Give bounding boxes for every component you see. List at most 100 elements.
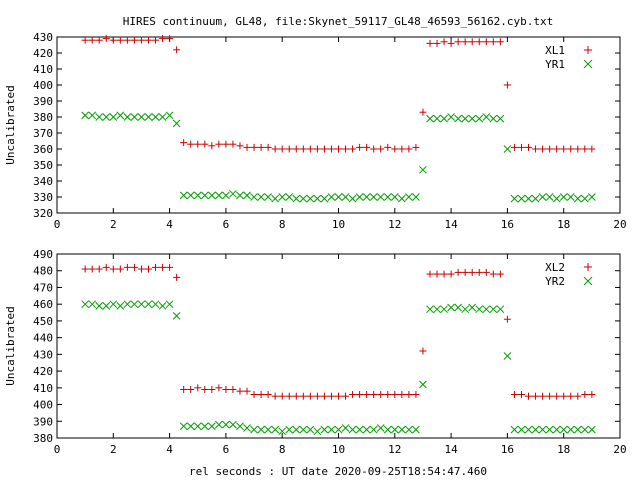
data-point — [222, 385, 230, 393]
x-tick-label: 14 — [444, 443, 458, 456]
x-tick-label: 20 — [613, 218, 626, 231]
data-point — [264, 143, 272, 151]
data-point — [482, 305, 491, 314]
data-point — [546, 392, 554, 400]
data-point — [489, 114, 498, 123]
data-point — [356, 391, 364, 399]
data-point — [193, 191, 202, 200]
data-point — [412, 143, 420, 151]
data-point — [243, 191, 251, 200]
data-point — [461, 38, 469, 46]
data-point — [250, 391, 258, 399]
data-point — [144, 36, 152, 44]
data-point — [144, 113, 153, 121]
data-point — [503, 315, 511, 323]
data-point — [130, 300, 139, 309]
data-point — [587, 193, 596, 201]
data-point — [144, 300, 153, 309]
y-tick-label: 450 — [33, 315, 53, 328]
data-point — [173, 273, 181, 281]
data-point — [299, 425, 308, 434]
data-point — [109, 300, 118, 309]
data-point — [292, 425, 301, 434]
plot-frame — [56, 253, 621, 439]
data-point — [461, 305, 470, 314]
data-point — [172, 119, 181, 128]
y-tick-label: 470 — [33, 281, 53, 294]
data-point — [566, 193, 575, 201]
data-point — [285, 145, 293, 153]
data-point — [130, 36, 138, 44]
data-point — [390, 193, 399, 201]
legend-marker — [584, 46, 592, 54]
data-point — [137, 265, 145, 273]
data-point — [482, 113, 491, 121]
data-point — [116, 111, 125, 120]
data-point — [208, 385, 216, 393]
data-point — [391, 145, 399, 153]
data-point — [173, 46, 181, 54]
data-point — [200, 422, 209, 431]
data-point — [532, 145, 540, 153]
data-point — [447, 39, 455, 47]
data-point — [215, 140, 223, 148]
data-point — [236, 387, 244, 395]
data-point — [538, 425, 547, 434]
data-point — [285, 193, 294, 201]
data-point — [461, 268, 469, 276]
data-point — [348, 425, 357, 434]
data-point — [257, 143, 265, 151]
y-tick-label: 430 — [33, 31, 53, 44]
data-point — [362, 425, 371, 434]
legend-label: YR1 — [545, 58, 565, 71]
data-point — [349, 391, 357, 399]
data-point — [159, 263, 167, 271]
data-point — [172, 312, 181, 320]
y-tick-label: 370 — [33, 127, 53, 140]
data-point — [383, 425, 392, 434]
data-point — [496, 305, 505, 314]
x-tick-label: 14 — [444, 218, 458, 231]
y-tick-label: 350 — [33, 159, 53, 172]
data-point — [475, 305, 484, 314]
data-point — [461, 114, 470, 123]
data-point — [95, 36, 103, 44]
data-point — [250, 143, 258, 151]
x-tick-label: 16 — [501, 443, 514, 456]
data-point — [517, 194, 526, 203]
legend-label: XL1 — [545, 44, 565, 57]
data-point — [200, 191, 209, 200]
data-point — [433, 305, 441, 314]
data-point — [257, 391, 265, 399]
data-point — [391, 391, 399, 399]
data-point — [545, 425, 554, 434]
data-point — [208, 142, 216, 150]
x-tick-label: 2 — [110, 443, 117, 456]
data-point — [426, 39, 434, 47]
data-point — [320, 145, 328, 153]
data-point — [552, 194, 561, 203]
data-point — [313, 145, 321, 153]
data-point — [447, 113, 455, 121]
data-point — [384, 391, 392, 399]
data-point — [538, 193, 547, 201]
y-tick-label: 400 — [33, 79, 53, 92]
data-point — [489, 38, 497, 46]
data-point — [468, 114, 477, 123]
y-tick-label: 400 — [33, 399, 53, 412]
data-point — [123, 263, 131, 271]
data-point — [468, 303, 477, 312]
y-tick-label: 410 — [33, 382, 53, 395]
data-point — [229, 189, 237, 198]
data-point — [363, 391, 371, 399]
data-point — [264, 193, 272, 201]
data-point — [306, 194, 315, 203]
data-point — [194, 384, 202, 392]
data-point — [398, 391, 406, 399]
data-point — [525, 392, 533, 400]
data-point — [377, 145, 385, 153]
data-point — [130, 113, 139, 121]
x-tick-label: 2 — [110, 218, 117, 231]
series-YR2 — [81, 300, 596, 436]
data-point — [545, 193, 554, 201]
